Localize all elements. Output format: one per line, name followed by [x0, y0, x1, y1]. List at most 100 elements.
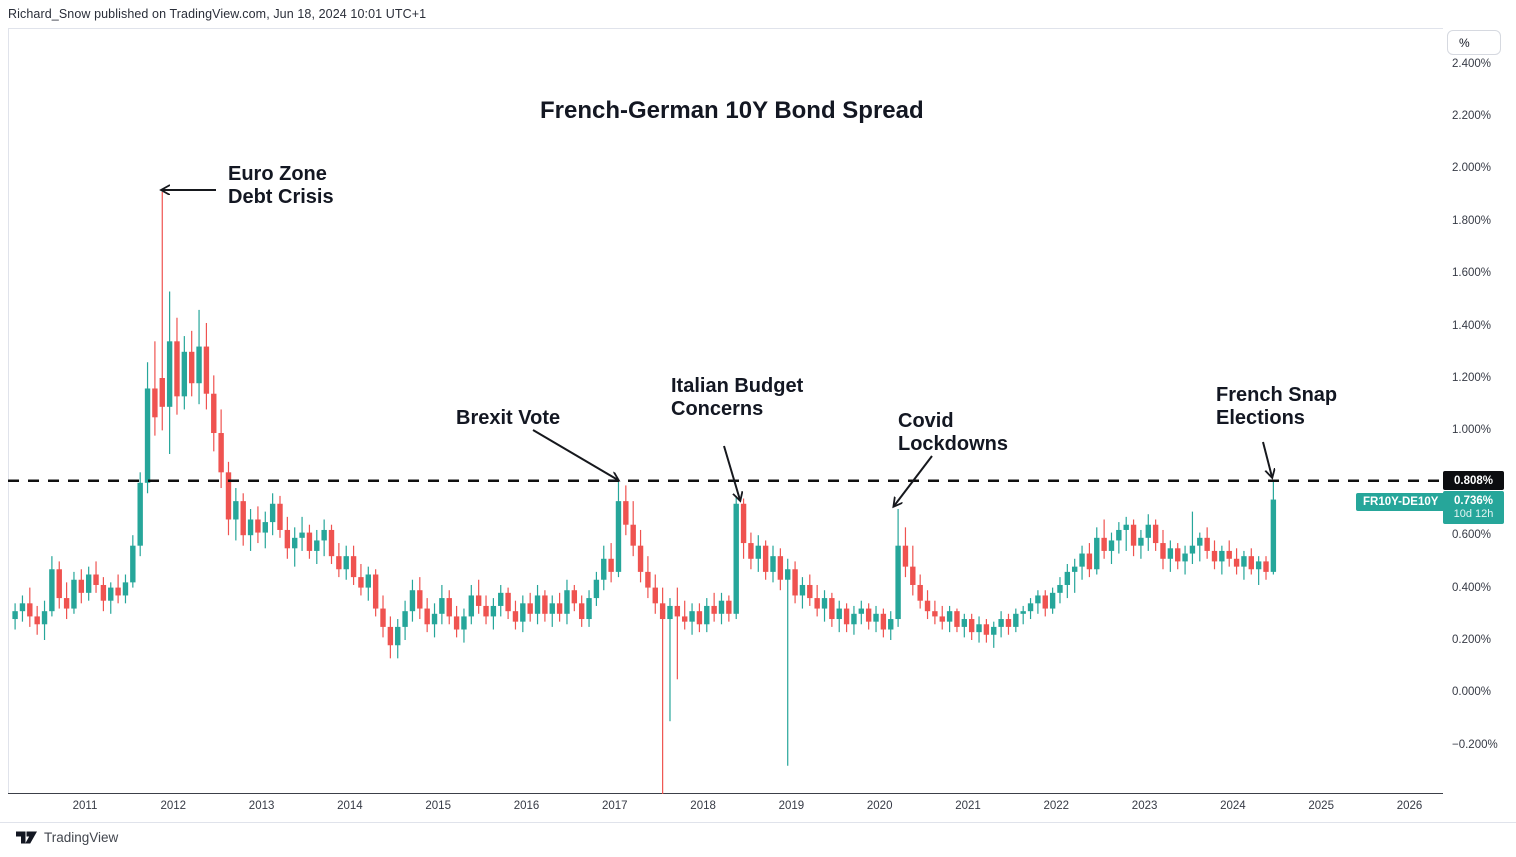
annotation-euro-zone-debt-crisis: Euro Zone Debt Crisis	[228, 163, 334, 209]
candle	[637, 545, 644, 572]
year-label: 2024	[1220, 800, 1246, 812]
candle	[851, 613, 857, 625]
candle	[211, 393, 217, 434]
candle	[56, 569, 62, 599]
candle	[593, 579, 600, 599]
percent-unit-button[interactable]: %	[1447, 30, 1501, 55]
tradingview-branding[interactable]: TradingView	[16, 830, 118, 845]
candle	[152, 388, 158, 418]
candle	[27, 603, 33, 617]
bar-countdown: 10d 12h	[1453, 508, 1494, 521]
candle	[505, 592, 511, 612]
candle	[792, 569, 798, 596]
candle	[402, 611, 408, 627]
candle	[601, 558, 607, 580]
annotation-italian-budget-concerns: Italian Budget Concerns	[671, 375, 804, 421]
candle	[1057, 584, 1063, 593]
candle	[431, 613, 438, 625]
candle	[306, 532, 313, 551]
chart-title: French-German 10Y Bond Spread	[540, 97, 924, 124]
candle	[1101, 537, 1107, 551]
candle	[19, 603, 26, 612]
candle	[777, 556, 784, 580]
price-tick-label: 1.600%	[1452, 267, 1492, 280]
candle	[549, 603, 555, 614]
candle	[498, 592, 504, 606]
candle	[446, 598, 452, 617]
candle	[453, 616, 460, 630]
tradingview-logo-icon	[16, 831, 37, 844]
candle	[468, 595, 475, 617]
year-label: 2021	[955, 800, 981, 812]
candle	[564, 590, 570, 614]
candle	[1255, 561, 1262, 570]
year-label: 2022	[1043, 800, 1070, 812]
candle	[571, 590, 578, 604]
candle	[387, 626, 394, 646]
candle	[895, 545, 901, 620]
candle	[924, 600, 931, 612]
candle	[284, 529, 291, 549]
candle	[711, 605, 717, 614]
time-axis[interactable]: 2011 2012 2013 2014 2015 2016 2017 2018 2019 2020…	[0, 794, 1443, 822]
candle	[1145, 524, 1151, 538]
candle	[836, 608, 842, 620]
level-price-badge: 0.808%	[1443, 471, 1504, 491]
candle	[534, 595, 541, 614]
candle	[983, 624, 990, 635]
candle	[615, 501, 622, 572]
price-tick-label: −0.200%	[1452, 738, 1498, 751]
candle	[321, 529, 327, 541]
candle	[682, 616, 688, 622]
candle	[821, 598, 828, 609]
annotation-covid-lockdowns: Covid Lockdowns	[898, 410, 1009, 456]
candle	[873, 613, 879, 622]
candle	[439, 598, 445, 614]
price-tick-label: 0.200%	[1452, 634, 1492, 646]
candle	[424, 608, 430, 625]
candle	[365, 574, 371, 588]
candle	[939, 616, 945, 622]
price-tick-label: 0.000%	[1452, 686, 1492, 699]
price-tick-label: 2.200%	[1452, 110, 1492, 122]
candle	[122, 582, 129, 596]
tradingview-logo-text: TradingView	[44, 830, 119, 845]
candle	[829, 598, 835, 620]
year-label: 2015	[425, 800, 451, 812]
candle	[203, 346, 210, 394]
candle	[299, 532, 305, 538]
candle	[144, 388, 151, 483]
price-tick-label: 2.000%	[1452, 162, 1492, 175]
candle	[542, 595, 548, 614]
price-tick-label: 1.800%	[1452, 214, 1492, 227]
candle	[527, 603, 533, 614]
candle	[733, 503, 739, 614]
candle	[843, 608, 850, 625]
candle	[218, 433, 224, 473]
candle	[586, 598, 592, 620]
price-axis[interactable]: % 2.400% 2.200% 2.000% 1.800% 1.600% 1.400% 1.…	[1443, 28, 1516, 822]
candle	[328, 529, 335, 557]
candle	[946, 611, 953, 622]
candle	[1248, 556, 1254, 570]
year-label: 2017	[602, 800, 628, 812]
candle	[314, 540, 320, 551]
candle	[240, 501, 246, 536]
candle	[225, 472, 232, 520]
candle	[71, 579, 77, 609]
candle	[34, 616, 40, 625]
candle	[166, 341, 173, 407]
candle	[100, 584, 107, 601]
price-tick-label: 0.400%	[1452, 581, 1492, 594]
candle	[814, 598, 820, 609]
candle	[704, 605, 710, 625]
candle	[181, 351, 188, 397]
candle	[1013, 613, 1019, 627]
candle	[461, 616, 467, 630]
price-tick-label: 1.400%	[1452, 319, 1492, 332]
price-tick-label: 0.600%	[1452, 529, 1492, 542]
candle	[998, 619, 1004, 627]
candle	[12, 611, 18, 620]
candle	[659, 603, 666, 620]
candle	[991, 626, 997, 635]
